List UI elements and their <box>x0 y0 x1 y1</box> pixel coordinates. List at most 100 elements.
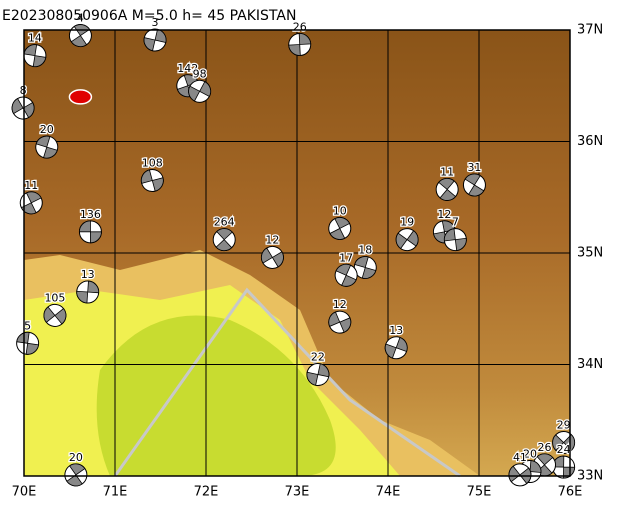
ball-quadrant <box>395 230 419 250</box>
ball-quadrant <box>43 306 67 325</box>
depth-label: 18 <box>358 243 372 256</box>
depth-label: 8 <box>20 84 27 97</box>
depth-label: 31 <box>467 161 481 174</box>
ball-quadrant <box>35 135 58 159</box>
ball-quadrant <box>79 220 102 244</box>
x-tick-label: 71E <box>103 485 128 500</box>
beachball <box>443 228 467 252</box>
depth-label: 98 <box>193 67 207 80</box>
depth-label: 105 <box>44 291 65 304</box>
y-tick-label: 34N <box>577 357 603 372</box>
map-title: E202308050906A M=5.0 h= 45 PAKISTAN <box>2 8 296 24</box>
depth-label: 4 <box>77 12 84 25</box>
ball-quadrant <box>140 169 164 192</box>
y-tick-label: 36N <box>577 134 603 149</box>
x-tick-label: 72E <box>194 485 219 500</box>
beachball <box>43 303 67 327</box>
ball-quadrant <box>16 331 39 355</box>
beachball <box>78 220 102 244</box>
depth-label: 20 <box>523 448 537 461</box>
beachball <box>395 228 419 252</box>
depth-label: 7 <box>452 216 459 229</box>
depth-label: 29 <box>557 419 571 432</box>
beachball <box>23 44 47 68</box>
depth-label: 13 <box>389 324 403 337</box>
border <box>113 287 461 478</box>
depth-label: 13 <box>81 268 95 281</box>
y-tick-label: 37N <box>577 23 603 38</box>
depth-label: 3 <box>152 16 159 29</box>
frame <box>23 29 571 477</box>
depth-label: 108 <box>142 157 163 170</box>
beachball <box>140 169 164 193</box>
ball-quadrant <box>188 81 212 102</box>
beachball <box>552 431 576 455</box>
depth-label: 26 <box>538 441 552 454</box>
beachball <box>288 32 312 56</box>
depth-label: 41 <box>513 451 527 464</box>
depth-label: 22 <box>311 351 325 364</box>
depth-label: 136 <box>80 208 101 221</box>
beachball <box>143 28 167 52</box>
depth-label: 5 <box>24 319 31 332</box>
ball-quadrant <box>438 178 457 201</box>
x-tick-label: 70E <box>12 485 37 500</box>
ball-quadrant <box>20 191 42 215</box>
depth-label: 20 <box>40 123 54 136</box>
beachball <box>384 336 408 360</box>
epicenter <box>68 89 93 105</box>
beachball <box>19 191 43 215</box>
depth-label: 10 <box>333 204 347 217</box>
ball-quadrant <box>11 97 35 119</box>
y-tick-label: 35N <box>577 246 603 261</box>
depth-label: 11 <box>440 165 454 178</box>
x-tick-label: 76E <box>558 485 583 500</box>
depth-label: 14 <box>28 32 42 45</box>
beachball <box>353 255 377 279</box>
depth-label: 12 <box>265 233 279 246</box>
depth-label: 142 <box>177 62 198 75</box>
beachball <box>188 79 212 103</box>
ball-quadrant <box>215 228 233 251</box>
beachball <box>328 216 352 240</box>
x-tick-label: 74E <box>376 485 401 500</box>
beachball <box>260 245 284 269</box>
ball-quadrant <box>335 263 357 287</box>
depth-label: 264 <box>214 216 235 229</box>
beachball <box>35 135 59 159</box>
ball-quadrant <box>329 217 351 240</box>
beachball <box>64 463 88 487</box>
beachball <box>16 331 40 355</box>
beachball <box>508 463 532 487</box>
depth-label: 20 <box>69 451 83 464</box>
ball-quadrant <box>384 336 408 359</box>
beachball <box>212 228 236 252</box>
plain-low <box>96 315 336 476</box>
beachball <box>76 280 100 304</box>
beachball <box>328 310 352 334</box>
ball-quadrant <box>464 173 485 197</box>
x-tick-label: 75E <box>467 485 492 500</box>
ball-quadrant <box>443 228 467 251</box>
ball-quadrant <box>354 256 377 279</box>
ball-quadrant <box>552 434 575 452</box>
ball-quadrant <box>261 247 284 268</box>
ball-quadrant <box>306 363 330 386</box>
x-tick-label: 73E <box>285 485 310 500</box>
ball-quadrant <box>328 311 352 333</box>
beachball <box>435 177 459 201</box>
beachball <box>334 263 358 287</box>
depth-label: 12 <box>437 208 451 221</box>
depth-label: 11 <box>24 179 38 192</box>
ball-quadrant <box>288 33 312 56</box>
depth-label: 12 <box>333 298 347 311</box>
ball-quadrant <box>66 463 86 487</box>
beachball <box>462 173 486 197</box>
depth-label: 24 <box>557 443 571 456</box>
ball-quadrant <box>76 280 100 304</box>
beachball <box>306 363 330 387</box>
depth-label: 19 <box>400 216 414 229</box>
y-tick-label: 33N <box>577 469 603 484</box>
